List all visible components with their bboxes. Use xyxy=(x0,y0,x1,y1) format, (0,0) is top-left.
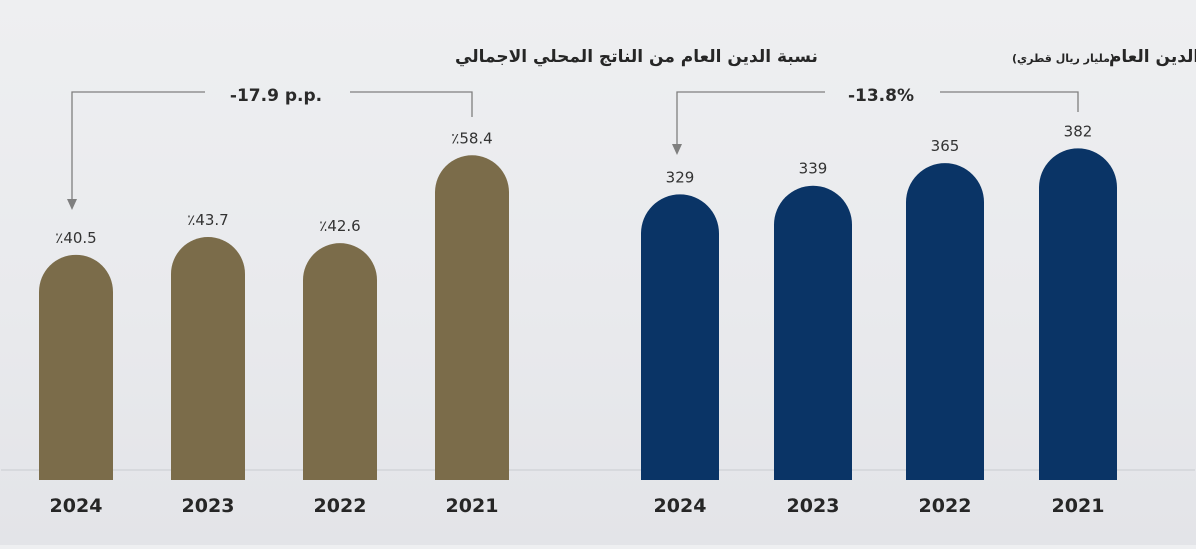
category-label-2021: 2021 xyxy=(1052,495,1105,517)
bar-2023 xyxy=(171,237,245,480)
change-arrow-icon xyxy=(67,199,77,210)
bar-2024 xyxy=(39,254,113,480)
value-label-2021: 382 xyxy=(1064,122,1093,140)
bar-2024 xyxy=(641,194,719,480)
change-arrow-icon xyxy=(672,144,682,155)
change-bracket-left xyxy=(676,91,825,145)
category-label-2022: 2022 xyxy=(919,495,972,517)
value-label-2023: ٪43.7 xyxy=(187,211,228,229)
value-label-2024: 329 xyxy=(666,168,695,186)
value-label-2022: ٪42.6 xyxy=(319,217,360,235)
chart-title: إجمالي الدين العام xyxy=(1109,47,1196,67)
category-label-2021: 2021 xyxy=(446,495,499,517)
value-label-2022: 365 xyxy=(931,137,960,155)
bar-2021 xyxy=(1039,148,1117,480)
chart-debt-to-gdp: نسبة الدين العام من الناتج المحلي الاجما… xyxy=(39,47,818,517)
chart-title-line: إجمالي الدين العام(مليار ريال قطري) xyxy=(1012,47,1196,67)
category-label-2023: 2023 xyxy=(182,495,235,517)
change-bracket-right xyxy=(350,91,473,117)
chart-subtitle: (مليار ريال قطري) xyxy=(1012,52,1115,65)
category-label-2024: 2024 xyxy=(654,495,707,517)
category-label-2022: 2022 xyxy=(314,495,367,517)
bar-group: 329 2024 339 2023 365 2022 382 2021 xyxy=(641,122,1117,517)
category-label-2023: 2023 xyxy=(787,495,840,517)
chart-total-public-debt: إجمالي الدين العام(مليار ريال قطري) -13.… xyxy=(641,47,1196,517)
change-label: -17.9 p.p. xyxy=(230,86,322,106)
bar-2022 xyxy=(303,243,377,480)
change-bracket-right xyxy=(940,91,1079,112)
value-label-2024: ٪40.5 xyxy=(55,229,96,247)
change-label: -13.8% xyxy=(848,86,914,106)
bar-2023 xyxy=(774,185,852,481)
value-label-2021: ٪58.4 xyxy=(451,129,492,147)
change-bracket-left xyxy=(71,91,205,200)
bar-2022 xyxy=(906,163,984,480)
value-label-2023: 339 xyxy=(799,160,828,178)
chart-title: نسبة الدين العام من الناتج المحلي الاجما… xyxy=(455,47,818,67)
bar-group: ٪40.5 2024 ٪43.7 2023 ٪42.6 2022 ٪58.4 2021 xyxy=(39,129,509,517)
bar-2021 xyxy=(435,155,509,480)
category-label-2024: 2024 xyxy=(50,495,103,517)
